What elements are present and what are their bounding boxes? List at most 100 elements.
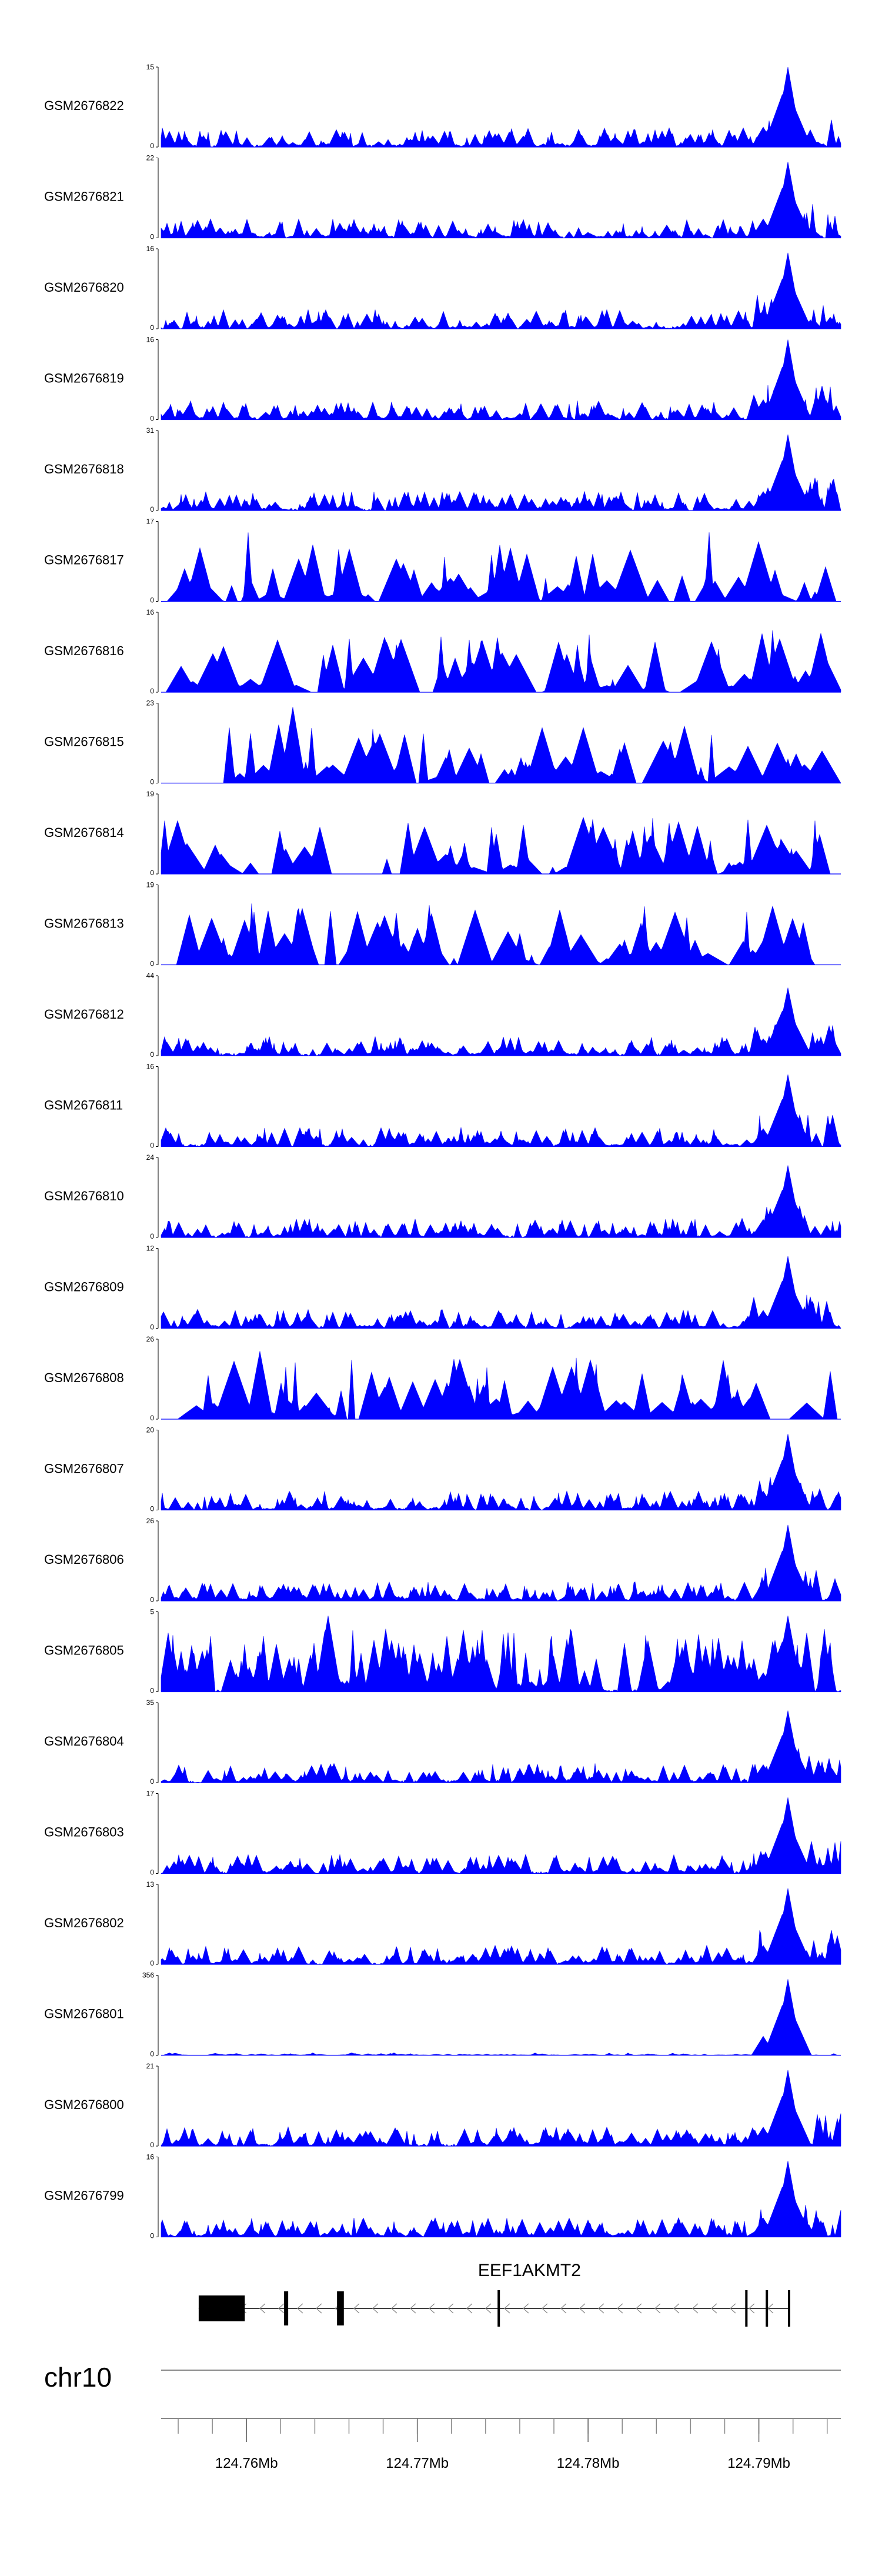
strand-arrow-icon xyxy=(654,2303,661,2314)
track-ymin-label: 0 xyxy=(150,960,154,968)
strand-arrow-icon xyxy=(673,2303,680,2314)
track-label: GSM2676818 xyxy=(44,462,124,476)
axis-tick-label: 124.79Mb xyxy=(727,2455,790,2471)
signal-area xyxy=(161,2161,841,2237)
signal-area xyxy=(161,252,841,329)
signal-area xyxy=(161,1797,841,1874)
strand-arrow-icon xyxy=(259,2303,266,2314)
strand-arrow-icon xyxy=(296,2303,303,2314)
track-GSM2676814: GSM2676814 19 0 xyxy=(44,790,841,877)
track-label: GSM2676799 xyxy=(44,2188,124,2203)
signal-area xyxy=(161,339,841,421)
track-label: GSM2676814 xyxy=(44,825,124,840)
track-ymax-label: 31 xyxy=(146,426,155,435)
strand-arrow-icon xyxy=(428,2303,435,2314)
strand-arrow-icon xyxy=(597,2303,604,2314)
track-ymin-label: 0 xyxy=(150,1050,154,1059)
track-GSM2676801: GSM2676801 356 0 xyxy=(44,1971,841,2058)
strand-arrow-icon xyxy=(466,2303,473,2314)
track-ymax-label: 26 xyxy=(146,1517,155,1525)
genome-axis: chr10 124.76Mb 124.77Mb 124.78Mb 124.79Mb xyxy=(44,2362,841,2471)
track-GSM2676808: GSM2676808 26 0 xyxy=(44,1335,841,1422)
track-ymax-label: 17 xyxy=(146,518,155,526)
track-ymin-label: 0 xyxy=(150,1687,154,1695)
track-GSM2676811: GSM2676811 16 0 xyxy=(44,1063,841,1150)
signal-area xyxy=(161,2070,841,2147)
track-ymax-label: 24 xyxy=(146,1153,155,1162)
strand-arrow-icon xyxy=(315,2303,322,2314)
strand-arrow-icon xyxy=(541,2303,548,2314)
strand-arrow-icon xyxy=(409,2303,416,2314)
signal-area xyxy=(161,434,841,511)
track-ymax-label: 19 xyxy=(146,790,155,798)
track-GSM2676813: GSM2676813 19 0 xyxy=(44,881,841,968)
track-ymin-label: 0 xyxy=(150,778,154,786)
signal-area xyxy=(161,162,841,238)
gene-exon xyxy=(745,2290,748,2327)
track-label: GSM2676810 xyxy=(44,1189,124,1203)
gene-exon xyxy=(766,2290,769,2327)
track-label: GSM2676809 xyxy=(44,1280,124,1294)
track-label: GSM2676811 xyxy=(44,1098,123,1113)
track-label: GSM2676806 xyxy=(44,1552,124,1567)
track-ymin-label: 0 xyxy=(150,869,154,877)
gene-name-label: EEF1AKMT2 xyxy=(478,2261,581,2280)
signal-area xyxy=(161,1434,841,1511)
gene-exon xyxy=(787,2290,790,2327)
track-label: GSM2676821 xyxy=(44,189,124,204)
strand-arrow-icon xyxy=(447,2303,454,2314)
track-GSM2676817: GSM2676817 17 0 xyxy=(44,518,841,605)
track-ymin-label: 0 xyxy=(150,1142,154,1150)
track-GSM2676803: GSM2676803 17 0 xyxy=(44,1790,841,1877)
strand-arrow-icon xyxy=(485,2303,492,2314)
track-ymin-label: 0 xyxy=(150,1777,154,1786)
strand-arrow-icon xyxy=(691,2303,699,2314)
track-ymax-label: 16 xyxy=(146,2153,155,2161)
track-label: GSM2676816 xyxy=(44,643,124,658)
track-ymax-label: 5 xyxy=(150,1608,154,1616)
track-GSM2676820: GSM2676820 16 0 xyxy=(44,245,841,332)
axis-tick-label: 124.78Mb xyxy=(557,2455,620,2471)
track-label: GSM2676819 xyxy=(44,371,124,386)
track-ymin-label: 0 xyxy=(150,1959,154,1967)
track-ymin-label: 0 xyxy=(150,1505,154,1513)
track-label: GSM2676801 xyxy=(44,2007,124,2021)
strand-arrow-icon xyxy=(560,2303,567,2314)
track-ymax-label: 35 xyxy=(146,1699,155,1707)
signal-area xyxy=(161,816,841,875)
track-ymin-label: 0 xyxy=(150,415,154,423)
track-ymin-label: 0 xyxy=(150,1868,154,1877)
track-ymin-label: 0 xyxy=(150,2050,154,2058)
signal-area xyxy=(161,1075,841,1147)
signal-area xyxy=(161,987,841,1056)
signal-area xyxy=(161,532,841,602)
track-GSM2676800: GSM2676800 21 0 xyxy=(44,2062,841,2149)
strand-arrow-icon xyxy=(710,2303,717,2314)
track-label: GSM2676800 xyxy=(44,2097,124,2112)
track-ymax-label: 20 xyxy=(146,1426,155,1434)
strand-arrow-icon xyxy=(372,2303,379,2314)
track-GSM2676822: GSM2676822 15 0 xyxy=(44,63,841,150)
axis-tick-label: 124.76Mb xyxy=(215,2455,278,2471)
signal-area xyxy=(161,903,841,966)
strand-arrow-icon xyxy=(729,2303,736,2314)
signal-area xyxy=(161,707,841,783)
track-label: GSM2676803 xyxy=(44,1825,124,1840)
track-ymax-label: 15 xyxy=(146,63,155,71)
chromosome-label: chr10 xyxy=(44,2362,112,2393)
track-ymax-label: 13 xyxy=(146,1880,155,1888)
track-ymin-label: 0 xyxy=(150,233,154,241)
track-ymin-label: 0 xyxy=(150,687,154,695)
axis-tick-label: 124.77Mb xyxy=(386,2455,449,2471)
track-label: GSM2676804 xyxy=(44,1734,124,1749)
track-GSM2676805: GSM2676805 5 0 xyxy=(44,1608,841,1695)
track-ymax-label: 44 xyxy=(146,972,155,980)
signal-area xyxy=(161,1888,841,1965)
track-ymin-label: 0 xyxy=(150,2232,154,2240)
signal-area xyxy=(161,66,841,148)
track-label: GSM2676817 xyxy=(44,553,124,568)
track-ymax-label: 16 xyxy=(146,245,155,253)
signal-area xyxy=(161,630,841,693)
track-ymin-label: 0 xyxy=(150,142,154,150)
